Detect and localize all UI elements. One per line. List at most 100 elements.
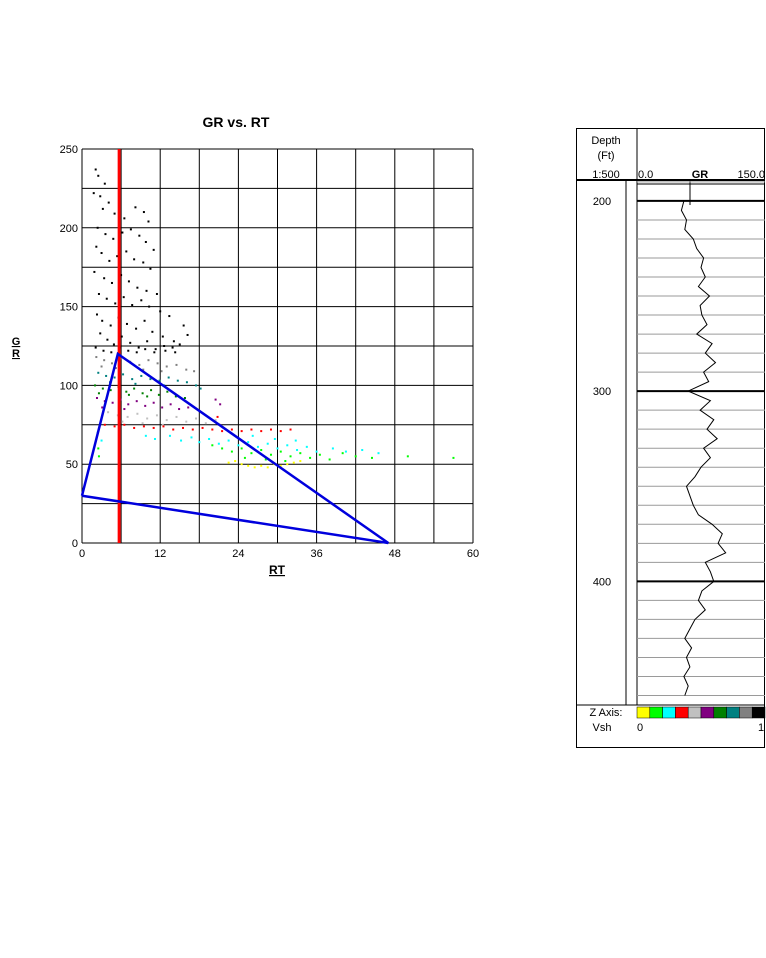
vsh-color-swatch [675, 706, 689, 719]
scatter-point [227, 439, 230, 442]
scatter-point [175, 415, 178, 418]
scatter-point [211, 444, 214, 447]
scatter-point [101, 387, 104, 390]
scatter-point [147, 220, 150, 223]
scatter-point [174, 351, 177, 354]
crossplot-lines [80, 149, 389, 545]
depth-label: 200 [593, 196, 611, 208]
scatter-point [121, 420, 124, 423]
scatter-point [168, 315, 171, 318]
vsh-color-swatch [713, 706, 727, 719]
scatter-point [97, 174, 100, 177]
y-tick-label: 200 [60, 223, 78, 235]
scatter-point [129, 341, 132, 344]
scatter-point [131, 304, 134, 307]
scatter-point [279, 430, 282, 433]
scatter-point [264, 458, 267, 461]
scatter-point [247, 441, 250, 444]
log-depth-grid [637, 181, 765, 696]
scatter-point [174, 395, 177, 398]
scatter-point [109, 324, 112, 327]
scatter-point [266, 466, 269, 469]
depth-header: Depth [591, 135, 620, 147]
scatter-point [161, 335, 164, 338]
scatter-point [153, 437, 156, 440]
scatter-point [328, 458, 331, 461]
scatter-point [201, 426, 204, 429]
scatter-point [152, 401, 155, 404]
scatter-point [110, 281, 113, 284]
scatter-point [111, 401, 114, 404]
scatter-point [208, 437, 211, 440]
scatter-point [296, 449, 299, 452]
crossplot-grid [81, 148, 474, 544]
y-axis-label: GR [12, 336, 21, 360]
scatter-point [126, 415, 129, 418]
scatter-point [140, 374, 143, 377]
scatter-point [150, 389, 153, 392]
scatter-point [183, 397, 186, 400]
scatter-point [260, 449, 263, 452]
depth-scale: 1:500 [592, 169, 620, 181]
scatter-point [108, 259, 111, 262]
scatter-point [377, 452, 380, 455]
scatter-point [121, 231, 124, 234]
scatter-point [151, 330, 154, 333]
scatter-point [144, 404, 147, 407]
scatter-point [250, 428, 253, 431]
scatter-point [185, 368, 188, 371]
vsh-color-scale [636, 706, 766, 719]
scatter-point [120, 335, 123, 338]
scatter-point [101, 319, 104, 322]
scatter-point [103, 182, 106, 185]
scatter-point [152, 426, 155, 429]
scatter-point [127, 349, 130, 352]
scatter-point [97, 371, 100, 374]
scatter-point [370, 456, 373, 459]
log-outer-border [576, 128, 765, 748]
scatter-point [240, 447, 243, 450]
scatter-point [157, 393, 160, 396]
scatter-point [136, 412, 139, 415]
scatter-point [137, 346, 140, 349]
scatter-point [452, 456, 455, 459]
z-axis-label: Z Axis: [589, 707, 622, 719]
scatter-point [149, 378, 152, 381]
scatter-point [299, 460, 302, 463]
scatter-point [406, 455, 409, 458]
scatter-point [97, 292, 100, 295]
scatter-point [100, 365, 103, 368]
scatter-point [154, 348, 157, 351]
scatter-point [292, 461, 295, 464]
scatter-point [191, 428, 194, 431]
scatter-point [284, 460, 287, 463]
x-tick-label: 48 [389, 548, 401, 560]
scatter-point [309, 456, 312, 459]
y-tick-label: 250 [60, 144, 78, 156]
scatter-point [113, 376, 116, 379]
gr-curve-name: GR [692, 169, 709, 181]
scatter-point [315, 450, 318, 453]
scatter-point [102, 349, 105, 352]
scatter-point [193, 370, 196, 373]
scatter-point [187, 406, 190, 409]
scatter-point [190, 436, 193, 439]
gr-curve [680, 200, 727, 696]
scatter-point [273, 437, 276, 440]
scatter-point [120, 274, 123, 277]
scatter-point [110, 362, 113, 365]
scatter-point [147, 359, 150, 362]
scatter-point [214, 398, 217, 401]
scatter-point [152, 248, 155, 251]
y-tick-label: 150 [60, 302, 78, 314]
scatter-point [125, 322, 128, 325]
scatter-point [106, 338, 109, 341]
scatter-point [286, 444, 289, 447]
y-tick-label: 50 [66, 459, 78, 471]
scatter-point [250, 452, 253, 455]
scatter-point [135, 400, 138, 403]
scatter-point [144, 348, 147, 351]
scatter-point [161, 423, 164, 426]
depth-label: 300 [593, 386, 611, 398]
scatter-point [127, 393, 130, 396]
